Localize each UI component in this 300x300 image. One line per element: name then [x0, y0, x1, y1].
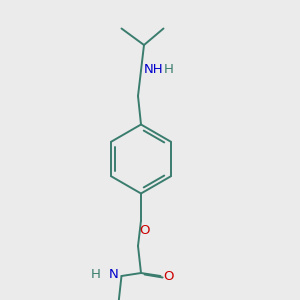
- Text: H: H: [164, 62, 173, 76]
- Text: O: O: [139, 224, 149, 236]
- Text: H: H: [91, 268, 100, 281]
- Text: NH: NH: [144, 62, 164, 76]
- Text: N: N: [109, 268, 119, 281]
- Text: O: O: [164, 269, 174, 283]
